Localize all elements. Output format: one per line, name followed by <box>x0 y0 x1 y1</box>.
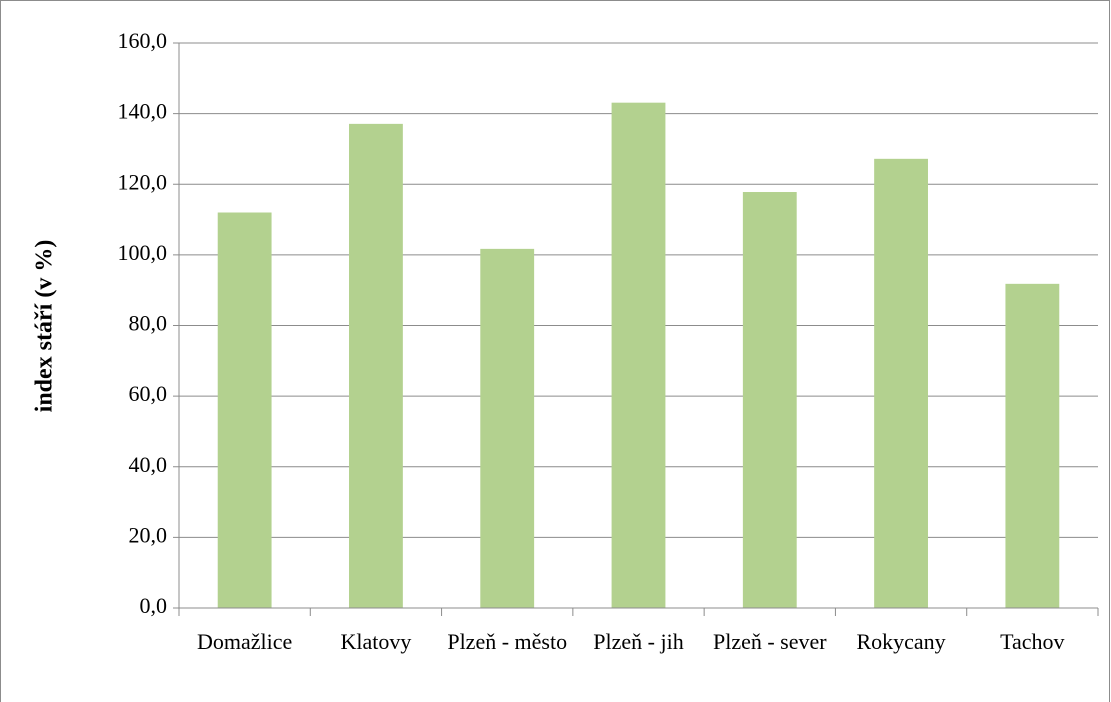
x-tick-label: Klatovy <box>340 629 411 654</box>
x-tick-label: Tachov <box>1000 629 1064 654</box>
x-tick-label: Plzeň - město <box>447 629 567 654</box>
bar <box>480 248 535 608</box>
bar <box>349 123 403 608</box>
x-tick-label: Domažlice <box>197 629 292 654</box>
y-tick-label: 140,0 <box>118 99 168 124</box>
bar <box>1005 283 1060 608</box>
x-tick-label: Plzeň - jih <box>593 629 683 654</box>
bar <box>611 102 666 608</box>
y-tick-label: 0,0 <box>140 593 168 618</box>
y-tick-label: 120,0 <box>118 169 168 194</box>
y-tick-label: 60,0 <box>129 381 168 406</box>
y-tick-label: 160,0 <box>118 28 168 53</box>
bar <box>217 212 272 608</box>
y-axis-label: index stáří (v %) <box>32 240 58 413</box>
x-tick-label: Rokycany <box>856 629 945 654</box>
y-tick-label: 80,0 <box>129 311 168 336</box>
y-tick-label: 20,0 <box>129 522 168 547</box>
bar <box>742 192 797 609</box>
y-tick-label: 100,0 <box>118 240 168 265</box>
x-tick-label: Plzeň - sever <box>713 629 827 654</box>
y-tick-label: 40,0 <box>129 452 168 477</box>
bar <box>874 158 928 608</box>
